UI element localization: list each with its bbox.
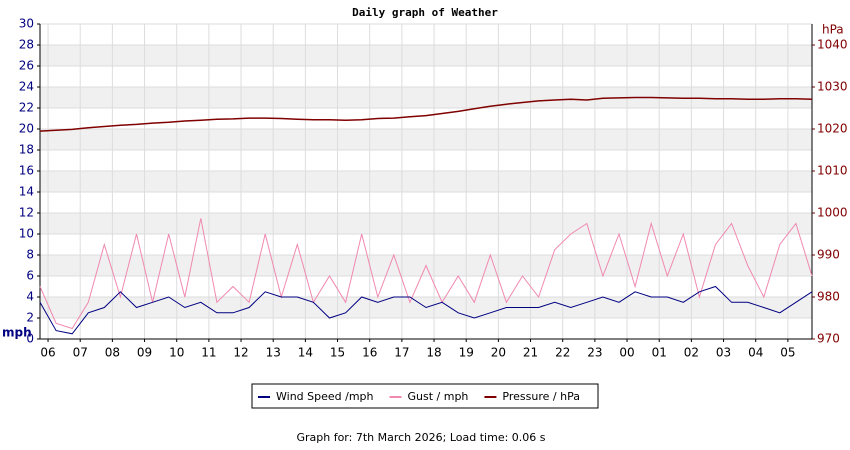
x-tick-label: 04 [748,346,763,360]
x-tick-label: 08 [105,346,120,360]
x-tick-label: 16 [362,346,377,360]
grid-band [40,213,812,234]
grid-band [40,87,812,108]
y-tick-label: 22 [19,101,34,115]
y2-tick-label: 1040 [817,38,848,52]
x-tick-label: 12 [233,346,248,360]
y2-tick-label: 1010 [817,164,848,178]
y-tick-label: 10 [19,227,34,241]
x-tick-label: 15 [330,346,345,360]
y2-tick-label: 990 [817,248,840,262]
x-tick-label: 23 [587,346,602,360]
x-tick-label: 18 [426,346,441,360]
y-tick-label: 6 [26,269,34,283]
x-tick-label: 06 [40,346,55,360]
x-tick-label: 22 [555,346,570,360]
footer: Graph for: 7th March 2026; Load time: 0.… [296,431,545,444]
y-tick-label: 14 [19,185,34,199]
series-line [39,285,813,335]
y2-tick-label: 1020 [817,122,848,136]
y-tick-label: 26 [19,59,34,73]
x-tick-label: 11 [201,346,216,360]
grid-band [40,171,812,192]
y-tick-label: 30 [19,17,34,31]
y2-tick-label: 1030 [817,80,848,94]
x-tick-label: 19 [459,346,474,360]
x-tick-label: 13 [266,346,281,360]
x-tick-label: 09 [137,346,152,360]
grid-band [40,45,812,66]
y-tick-label: 18 [19,143,34,157]
y2-axis-label: hPa [822,23,844,37]
y2-tick-label: 1000 [817,206,848,220]
legend-label: Wind Speed /mph [276,390,374,403]
grid-band [40,129,812,150]
x-tick-label: 21 [523,346,538,360]
y-tick-label: 2 [26,311,34,325]
y-tick-label: 24 [19,80,34,94]
y-axis-label: mph [2,326,32,340]
legend-box [251,383,599,409]
x-tick-label: 20 [491,346,506,360]
chart-title: Daily graph of Weather [352,6,498,19]
y2-tick-label: 980 [817,290,840,304]
x-tick-label: 00 [619,346,634,360]
y-tick-label: 12 [19,206,34,220]
legend-label: Gust / mph [408,390,469,403]
y-tick-label: 4 [26,290,34,304]
y-tick-label: 20 [19,122,34,136]
y2-tick-label: 970 [817,332,840,346]
x-tick-label: 14 [298,346,313,360]
y-tick-label: 0 [26,332,34,346]
series-line [39,96,813,132]
x-tick-label: 10 [169,346,184,360]
x-tick-label: 07 [73,346,88,360]
x-tick-label: 05 [780,346,795,360]
y-tick-label: 8 [26,248,34,262]
series-line [39,218,813,330]
y-tick-label: 16 [19,164,34,178]
x-tick-label: 02 [684,346,699,360]
x-tick-label: 17 [394,346,409,360]
legend-label: Pressure / hPa [502,390,580,403]
x-tick-label: 03 [716,346,731,360]
x-tick-label: 01 [652,346,667,360]
y-tick-label: 28 [19,38,34,52]
